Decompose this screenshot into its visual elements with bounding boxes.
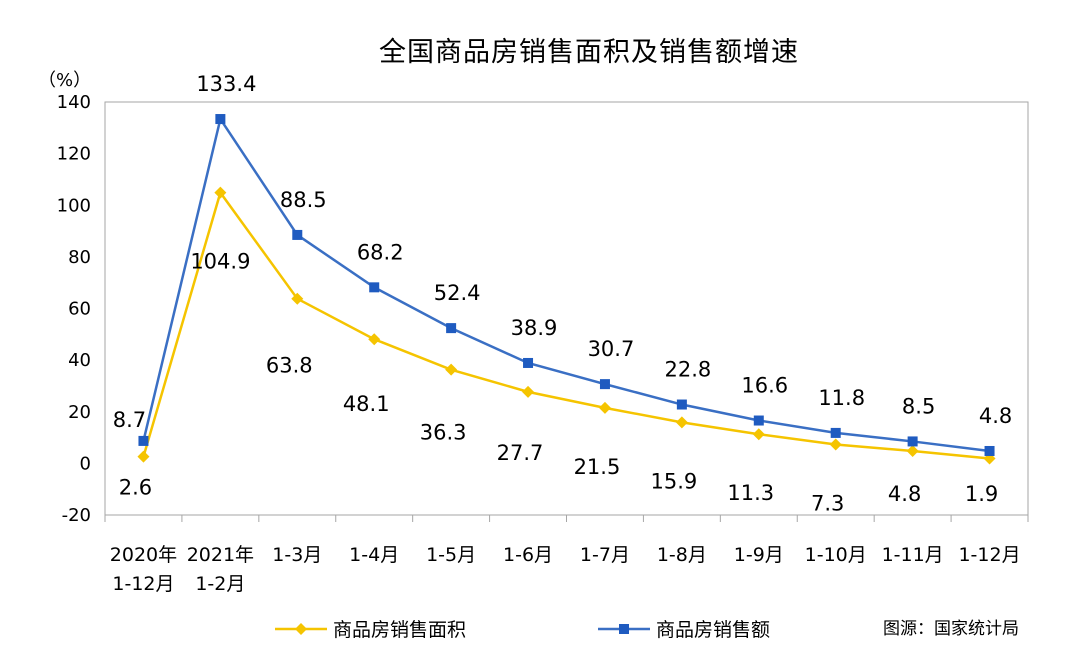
series-line-2 xyxy=(142,115,990,453)
y-tick-label: 60 xyxy=(68,299,91,320)
x-category-label: 1-6月 xyxy=(503,544,553,566)
data-label-area: 21.5 xyxy=(574,455,621,479)
x-category-label: 1-8月 xyxy=(657,544,707,566)
source-label: 图源：国家统计局 xyxy=(883,619,1019,639)
data-point-area xyxy=(598,401,611,414)
data-point-sales xyxy=(369,282,380,293)
y-tick-label: 20 xyxy=(68,402,91,423)
data-point-sales xyxy=(984,445,995,456)
y-axis-unit: （%） xyxy=(38,70,91,91)
data-point-sales xyxy=(215,114,226,125)
data-point-sales xyxy=(599,379,610,390)
data-point-area xyxy=(829,438,842,451)
data-label-sales: 4.8 xyxy=(979,404,1012,428)
data-point-sales xyxy=(292,229,303,240)
y-tick-label: 80 xyxy=(68,247,91,268)
data-point-area xyxy=(675,416,688,429)
data-label-area: 48.1 xyxy=(343,392,390,416)
x-category-label: 2021年 xyxy=(187,544,254,566)
data-point-sales xyxy=(907,436,918,447)
y-tick-label: 40 xyxy=(68,350,91,371)
data-label-area: 63.8 xyxy=(266,354,313,378)
x-category-label: 1-7月 xyxy=(580,544,630,566)
data-label-area: 36.3 xyxy=(420,421,467,445)
x-category-label: 1-12月 xyxy=(112,573,174,595)
data-label-sales: 68.2 xyxy=(357,240,404,264)
y-tick-label: 100 xyxy=(57,195,91,216)
legend-marker-sales xyxy=(619,624,629,634)
data-label-sales: 8.7 xyxy=(113,408,146,432)
legend-label-1: 商品房销售面积 xyxy=(333,619,466,641)
y-tick-label: 0 xyxy=(80,453,91,474)
y-tick-label: 140 xyxy=(57,92,91,113)
data-label-sales: 88.5 xyxy=(280,188,327,212)
data-label-area: 1.9 xyxy=(965,482,998,506)
data-label-area: 7.3 xyxy=(811,492,844,516)
data-label-sales: 22.8 xyxy=(664,358,711,382)
data-point-area xyxy=(906,444,919,457)
legend-marker-area xyxy=(295,623,307,635)
data-label-area: 15.9 xyxy=(650,469,697,493)
data-label-area: 11.3 xyxy=(727,481,774,505)
data-point-sales xyxy=(830,427,841,438)
data-label-sales: 38.9 xyxy=(511,316,558,340)
data-label-area: 27.7 xyxy=(497,441,544,465)
data-label-sales: 11.8 xyxy=(818,386,865,410)
data-point-area xyxy=(445,363,458,376)
data-point-area xyxy=(368,333,381,346)
plot-border xyxy=(104,101,1029,516)
data-label-sales: 30.7 xyxy=(588,337,635,361)
x-category-label: 1-12月 xyxy=(958,544,1020,566)
y-tick-label: 120 xyxy=(57,144,91,165)
x-category-label: 1-9月 xyxy=(734,544,784,566)
x-category-label: 1-11月 xyxy=(882,544,944,566)
data-point-area xyxy=(522,385,535,398)
x-category-label: 1-4月 xyxy=(349,544,399,566)
x-category-label: 1-5月 xyxy=(426,544,476,566)
data-label-sales: 8.5 xyxy=(902,394,935,418)
data-point-sales xyxy=(523,357,534,368)
x-category-label: 1-10月 xyxy=(805,544,867,566)
x-category-label: 2020年 xyxy=(110,544,177,566)
series-line-1 xyxy=(142,189,990,460)
chart-title: 全国商品房销售面积及销售额增速 xyxy=(379,37,799,68)
data-point-sales xyxy=(753,415,764,426)
data-label-area: 4.8 xyxy=(888,482,921,506)
data-label-area: 104.9 xyxy=(190,250,250,274)
y-tick-label: -20 xyxy=(62,505,91,526)
data-point-sales xyxy=(676,399,687,410)
data-point-area xyxy=(214,186,227,199)
data-point-sales xyxy=(446,323,457,334)
x-category-label: 1-3月 xyxy=(272,544,322,566)
data-label-sales: 52.4 xyxy=(434,281,481,305)
data-label-sales: 133.4 xyxy=(196,72,256,96)
data-label-sales: 16.6 xyxy=(741,374,788,398)
legend-label-2: 商品房销售额 xyxy=(656,619,770,641)
data-point-sales xyxy=(138,435,149,446)
data-point-area xyxy=(291,292,304,305)
data-point-area xyxy=(137,450,150,463)
data-label-area: 2.6 xyxy=(119,476,152,500)
data-point-area xyxy=(752,428,765,441)
x-category-label: 1-2月 xyxy=(195,573,245,595)
